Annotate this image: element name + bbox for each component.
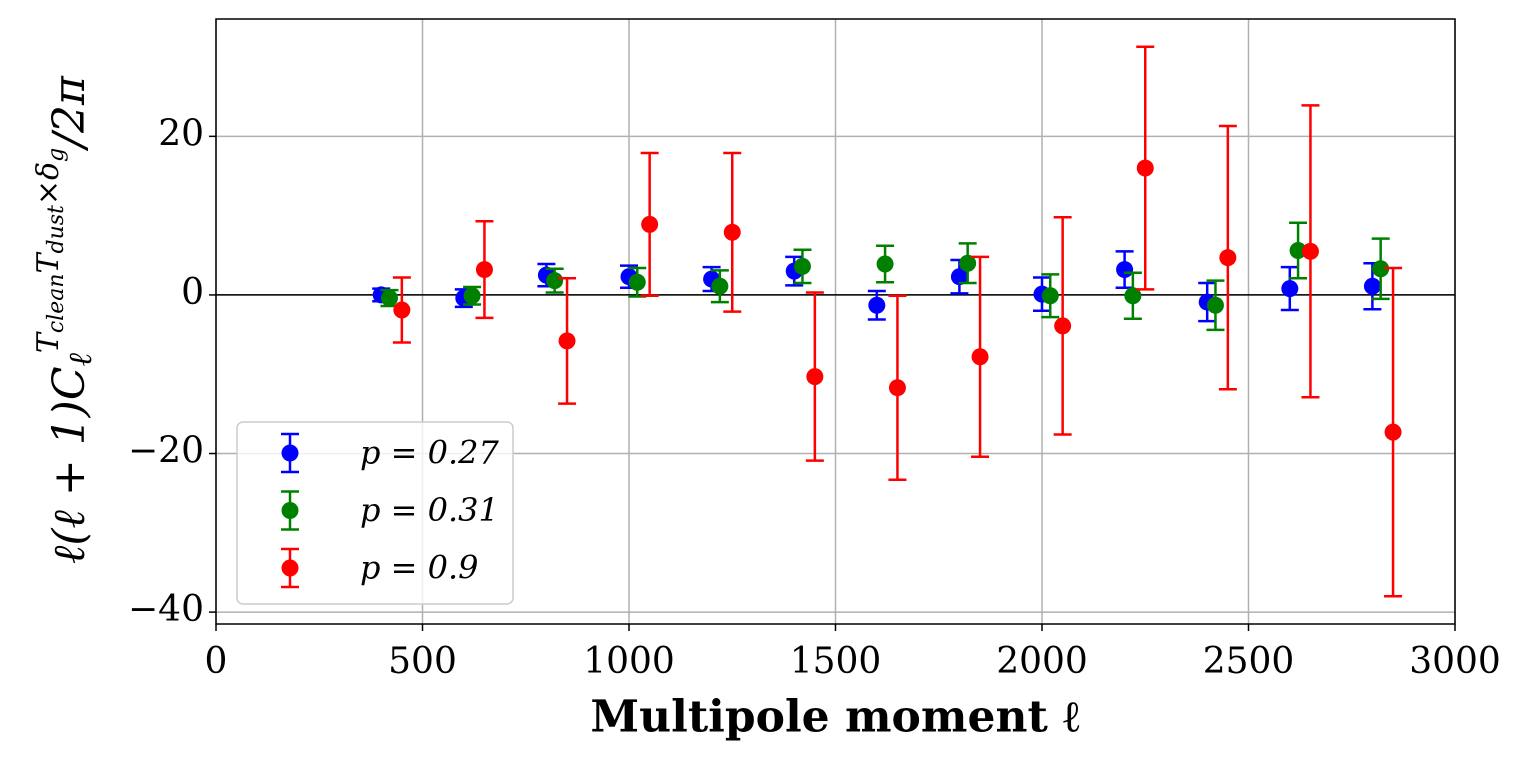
legend-label: p = 0.27 (360, 434, 500, 472)
legend-key-marker (281, 559, 299, 577)
marker (1281, 280, 1299, 298)
y-axis-label-part: ℓ (61, 352, 99, 366)
legend-label: p = 0.31 (360, 491, 499, 529)
legend-key-marker (281, 444, 299, 462)
marker (1219, 249, 1237, 267)
y-axis-label-part: ℓ(ℓ + 1)C (44, 366, 95, 563)
y-axis-label-part: T (31, 331, 66, 353)
marker (546, 272, 564, 290)
x-tick-label: 2500 (1203, 641, 1295, 682)
plot-frame (215, 18, 1456, 625)
marker (723, 223, 741, 241)
x-tick-label: 0 (205, 641, 228, 682)
y-tick-label: −40 (128, 589, 204, 630)
marker (1124, 287, 1142, 305)
marker (475, 261, 493, 279)
marker (1041, 287, 1059, 305)
marker (641, 215, 659, 233)
marker (628, 273, 646, 291)
marker (959, 254, 977, 272)
marker (950, 268, 968, 286)
marker (711, 277, 729, 295)
marker (876, 255, 894, 273)
x-tick-label: 1500 (790, 641, 882, 682)
y-axis-label-part: dust (44, 205, 69, 254)
y-axis-label: ℓ(ℓ + 1)CℓTcleanTdust×δg/2π (31, 75, 99, 564)
marker (393, 301, 411, 319)
y-tick-label: 0 (181, 272, 204, 313)
legend-box (236, 421, 514, 605)
y-axis-label-part: /2π (44, 75, 95, 152)
x-tick-label: 2000 (996, 641, 1088, 682)
x-axis-label: Multipole moment ℓ (590, 692, 1080, 743)
marker (1289, 242, 1307, 260)
marker (1301, 242, 1319, 260)
y-tick-label: 20 (158, 113, 204, 154)
marker (380, 289, 398, 307)
legend-key-marker (281, 502, 299, 519)
y-axis-label-part: clean (44, 273, 69, 333)
marker (1372, 260, 1390, 278)
x-tick-label: 500 (388, 641, 457, 682)
marker (1116, 261, 1134, 279)
marker (1054, 317, 1072, 335)
y-axis-label-part: T (31, 251, 66, 273)
y-tick-label: −20 (128, 431, 204, 472)
marker (558, 332, 576, 350)
marker (971, 348, 989, 366)
marker (1136, 159, 1154, 177)
marker (463, 287, 481, 305)
marker (1363, 277, 1381, 295)
marker (806, 368, 824, 386)
marker (888, 379, 906, 397)
x-tick-label: 1000 (583, 641, 675, 682)
x-tick-label: 3000 (1409, 641, 1501, 682)
y-axis-label-part: g (44, 148, 69, 162)
marker (1206, 296, 1224, 314)
marker (793, 257, 811, 275)
marker (868, 296, 886, 314)
y-axis-label-part: ×δ (31, 162, 66, 205)
legend-label: p = 0.9 (360, 549, 479, 587)
marker (1384, 423, 1402, 441)
